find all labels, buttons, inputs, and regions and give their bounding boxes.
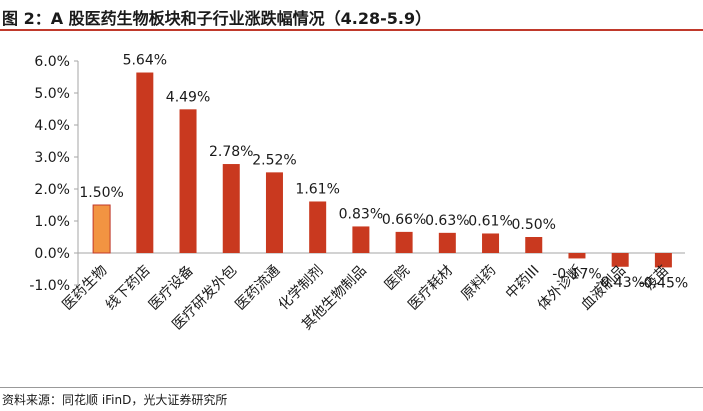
category-label: 医药流通 [232,263,283,314]
chart-title: 图 2：A 股医药生物板块和子行业涨跌幅情况（4.28-5.9） [2,9,432,28]
data-label: 5.64% [123,53,167,69]
data-label: 0.61% [468,213,512,229]
y-tick-label: 2.0% [34,182,70,198]
bar [395,231,413,253]
data-label: 0.63% [425,213,469,229]
y-tick-label: 0.0% [34,246,70,262]
category-label: 原料药 [458,263,499,304]
bar [438,232,456,253]
bar [92,204,111,254]
bar [309,201,327,253]
data-label: 0.66% [382,212,426,228]
data-label: 2.78% [209,144,253,160]
category-label: 线下药店 [103,263,154,314]
bar [222,164,240,253]
source-note: 资料来源：同花顺 iFinD，光大证券研究所 [2,393,228,407]
data-label: -0.43% [595,275,645,291]
category-label: 医疗耗材 [405,263,456,314]
bar [352,226,370,253]
bar [482,233,500,253]
data-label: 0.50% [512,217,556,233]
figure-header: 图 2：A 股医药生物板块和子行业涨跌幅情况（4.28-5.9） [0,0,703,31]
data-labels: 1.50% 5.64% 4.49% 2.78%2.52% 1.61%0.83%0.66%… [79,53,688,292]
data-label: 2.52% [252,152,296,168]
category-label: 中药III [503,263,543,303]
footer-divider [0,387,703,388]
data-label: 0.83% [339,206,383,222]
bar [179,109,197,253]
data-label: -0.45% [639,275,689,291]
bar [611,253,629,267]
title-divider [0,29,703,31]
bar [568,253,586,259]
data-label: 4.49% [166,89,210,105]
data-label: -0.17% [552,266,602,282]
bar-chart: 6.0% 5.0% 4.0% 3.0% 2.0% 1.0% 0.0% -1.0% 1.50% 5… [29,53,688,334]
bar [265,172,283,253]
data-label: 1.61% [295,181,339,197]
y-tick-label: 3.0% [34,150,70,166]
bar-series [92,72,672,268]
y-axis: 6.0% 5.0% 4.0% 3.0% 2.0% 1.0% 0.0% -1.0% [29,54,685,294]
y-tick-label: 5.0% [34,86,70,102]
bar [654,253,672,268]
bar [525,237,543,253]
y-tick-label: 6.0% [34,54,70,70]
data-label: 1.50% [79,185,123,201]
bar [136,72,154,253]
y-tick-label: -1.0% [29,278,70,294]
y-tick-label: 1.0% [34,214,70,230]
category-label: 医院 [382,263,413,294]
y-tick-label: 4.0% [34,118,70,134]
